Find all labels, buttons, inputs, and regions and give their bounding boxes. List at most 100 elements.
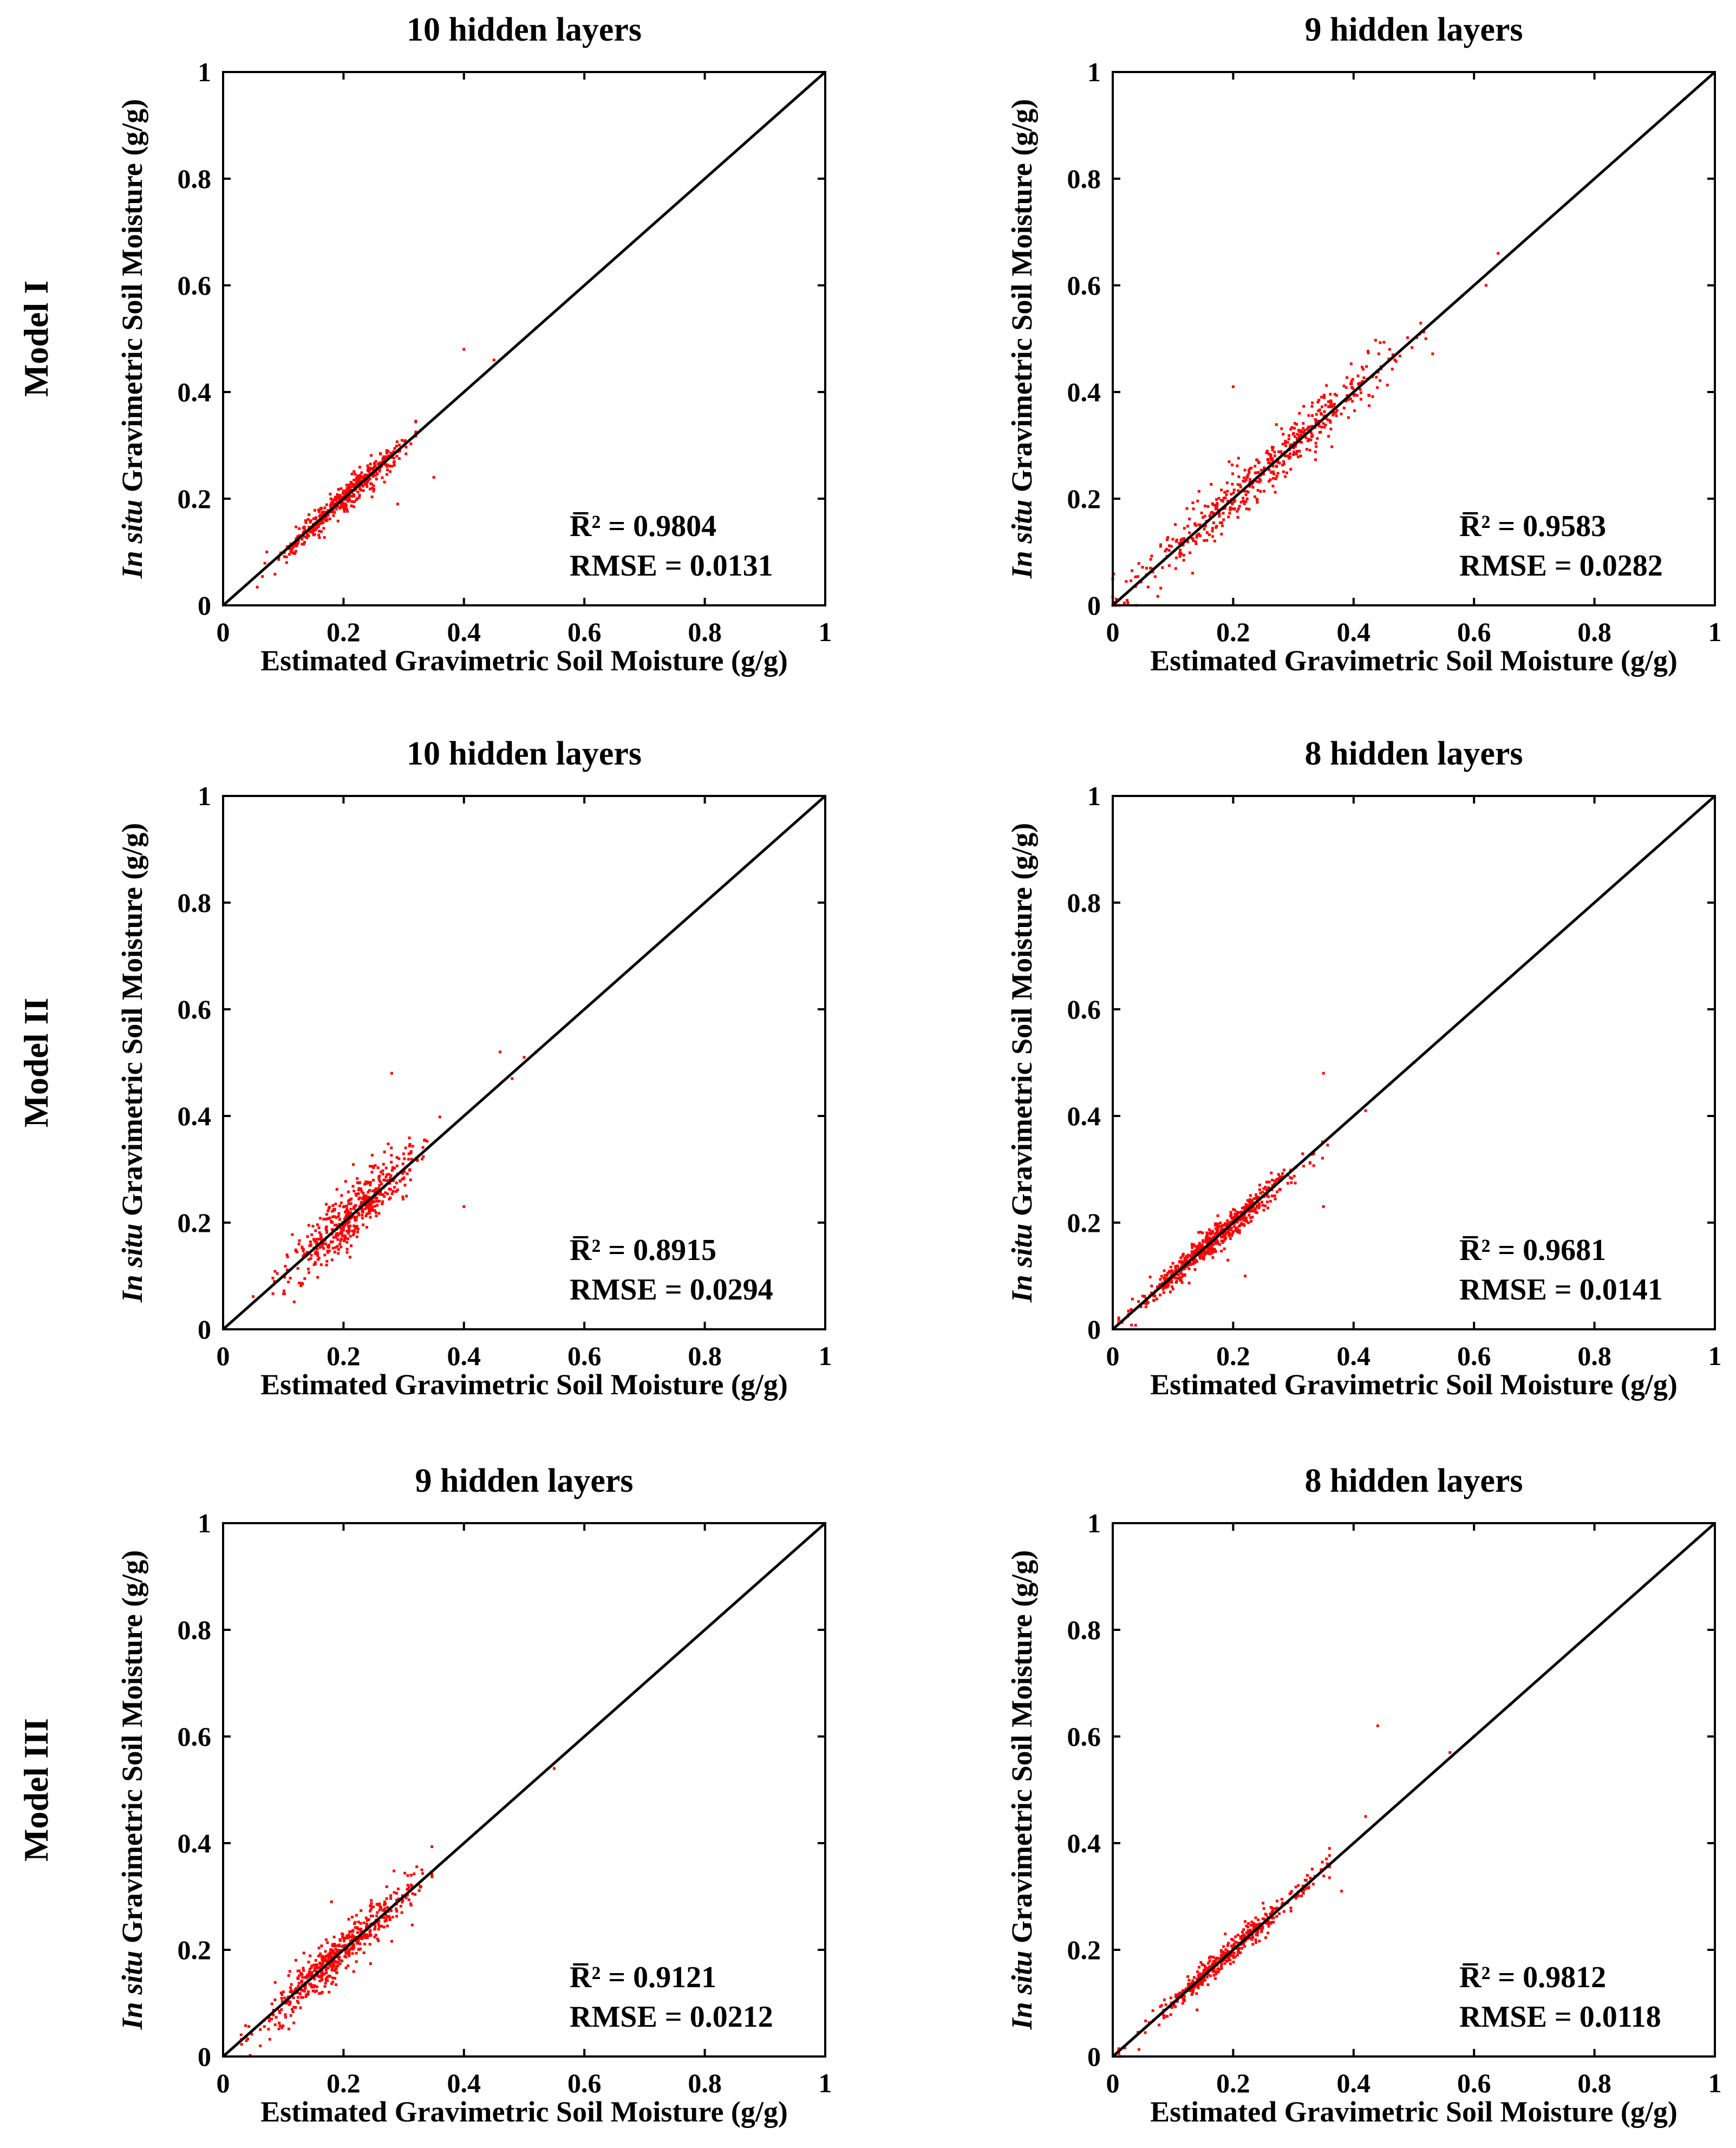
data-point bbox=[370, 467, 374, 470]
data-point bbox=[336, 505, 340, 508]
data-point bbox=[1126, 599, 1128, 602]
data-point bbox=[1197, 1986, 1200, 1989]
data-point bbox=[344, 1950, 347, 1953]
data-point bbox=[302, 1255, 305, 1258]
data-point bbox=[329, 504, 332, 507]
data-point bbox=[1215, 1238, 1218, 1242]
data-point bbox=[379, 453, 382, 456]
data-point bbox=[1243, 1213, 1246, 1216]
data-point bbox=[367, 1918, 370, 1921]
data-point bbox=[395, 1156, 399, 1159]
data-point bbox=[1270, 1171, 1273, 1174]
data-point bbox=[337, 1232, 340, 1235]
data-point bbox=[283, 1292, 286, 1295]
data-point bbox=[1166, 1272, 1170, 1275]
data-point bbox=[348, 1935, 351, 1938]
data-point bbox=[295, 543, 298, 546]
data-point bbox=[390, 1192, 394, 1196]
data-point bbox=[1306, 1874, 1309, 1877]
data-point bbox=[1214, 507, 1217, 511]
data-point bbox=[1298, 449, 1301, 453]
data-point bbox=[293, 552, 296, 555]
data-point bbox=[1244, 1275, 1247, 1277]
data-point bbox=[330, 1950, 332, 1953]
data-point bbox=[317, 1256, 321, 1259]
data-point bbox=[1299, 454, 1302, 458]
data-point bbox=[1263, 489, 1265, 493]
data-point bbox=[302, 1248, 305, 1251]
data-point bbox=[320, 1238, 323, 1242]
x-axis-label: Estimated Gravimetric Soil Moisture (g/g… bbox=[260, 1368, 788, 1401]
data-point bbox=[1179, 540, 1183, 544]
data-point bbox=[345, 484, 348, 487]
data-point bbox=[1242, 1217, 1244, 1220]
data-point bbox=[296, 1976, 299, 1980]
data-point bbox=[1197, 1974, 1200, 1977]
data-point bbox=[384, 1191, 387, 1194]
data-point bbox=[1368, 404, 1370, 407]
r2-annotation: R̅² = 0.9583 bbox=[1459, 510, 1606, 543]
data-point bbox=[356, 1228, 360, 1231]
data-point bbox=[350, 504, 353, 507]
data-point bbox=[315, 1989, 318, 1993]
data-point bbox=[344, 1936, 347, 1940]
data-point bbox=[406, 1888, 409, 1891]
data-point bbox=[386, 465, 389, 468]
data-point bbox=[1316, 437, 1319, 440]
data-point bbox=[285, 561, 288, 564]
data-point bbox=[407, 1898, 410, 1902]
data-point bbox=[354, 1192, 357, 1196]
data-point bbox=[407, 1158, 410, 1161]
y-axis-label-text: Gravimetric Soil Moisture (g/g) bbox=[1006, 99, 1038, 500]
data-point bbox=[1287, 438, 1290, 441]
data-point bbox=[285, 1268, 289, 1271]
data-point bbox=[462, 1205, 466, 1208]
data-point bbox=[301, 538, 304, 541]
data-point bbox=[1225, 481, 1229, 485]
data-point bbox=[300, 1988, 303, 1992]
data-point bbox=[325, 1203, 328, 1206]
data-point bbox=[1225, 1960, 1229, 1963]
data-point bbox=[1312, 1152, 1315, 1155]
data-point bbox=[325, 1259, 329, 1263]
data-point bbox=[366, 1180, 369, 1184]
data-point bbox=[1298, 412, 1301, 415]
y-axis-label-italic: In situ bbox=[1006, 500, 1038, 579]
data-point bbox=[349, 481, 353, 484]
data-point bbox=[1196, 1246, 1199, 1249]
data-point bbox=[390, 1169, 394, 1172]
data-point bbox=[390, 465, 393, 468]
data-point bbox=[369, 487, 371, 491]
data-point bbox=[340, 1245, 343, 1249]
data-point bbox=[411, 1145, 414, 1148]
data-point bbox=[324, 1228, 328, 1231]
data-point bbox=[1196, 1249, 1199, 1252]
data-point bbox=[1196, 499, 1199, 502]
data-point bbox=[387, 1142, 390, 1146]
data-point bbox=[1269, 1922, 1272, 1925]
data-point bbox=[345, 1222, 349, 1225]
data-point bbox=[352, 1163, 355, 1166]
data-point bbox=[1262, 1907, 1265, 1910]
data-point bbox=[1176, 1994, 1179, 1997]
data-point bbox=[305, 536, 309, 539]
data-point bbox=[282, 1289, 285, 1292]
data-point bbox=[1222, 518, 1225, 521]
data-point bbox=[327, 1953, 330, 1956]
data-point bbox=[408, 1168, 412, 1171]
data-point bbox=[1208, 1959, 1211, 1962]
data-point bbox=[1236, 510, 1239, 513]
data-point bbox=[1220, 1962, 1223, 1966]
data-point bbox=[1230, 1216, 1234, 1219]
data-point bbox=[395, 1907, 397, 1910]
data-point bbox=[1297, 436, 1301, 439]
data-point bbox=[1164, 2003, 1167, 2006]
data-point bbox=[395, 1892, 398, 1895]
data-point bbox=[1229, 1233, 1231, 1236]
data-point bbox=[355, 1960, 358, 1963]
data-point bbox=[301, 1976, 304, 1979]
data-point bbox=[299, 2006, 302, 2009]
data-point bbox=[1187, 1267, 1191, 1270]
data-point bbox=[306, 1268, 310, 1271]
data-point bbox=[347, 1211, 350, 1215]
